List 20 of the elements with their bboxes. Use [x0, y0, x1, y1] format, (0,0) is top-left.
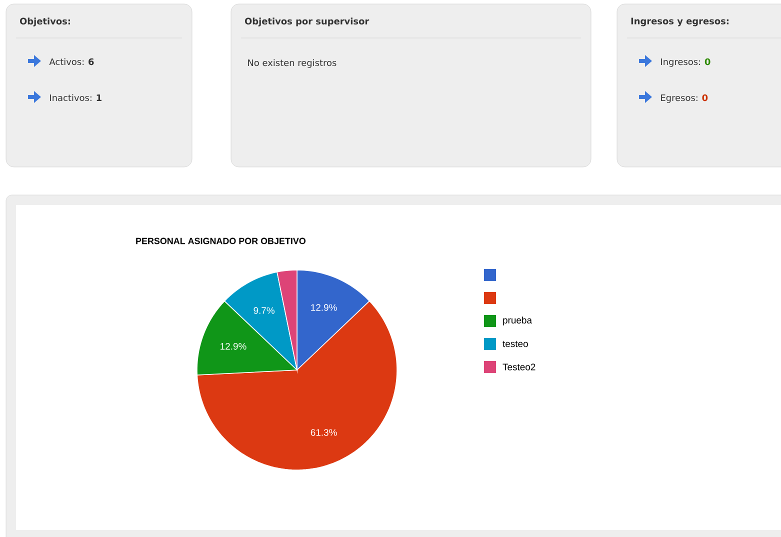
- text: Ingresos:: [661, 58, 700, 67]
- data-label: 61.3%: [310, 429, 337, 436]
- data-label: 12.9%: [311, 304, 337, 311]
- text: Ingresos y egresos:: [631, 18, 728, 26]
- legend-label: prueba: [503, 316, 532, 326]
- text: No existen registros: [248, 59, 336, 68]
- text: 6: [88, 58, 94, 66]
- text: Activos:: [49, 58, 84, 66]
- text: Egresos:: [661, 94, 698, 103]
- text: 0: [704, 58, 710, 66]
- legend-label: testeo: [502, 340, 528, 348]
- text: Objetivos:: [20, 18, 70, 26]
- text: Inactivos:: [50, 94, 92, 102]
- chart-title: PERSONAL ASIGNADO POR OBJETIVO: [136, 238, 306, 244]
- data-label: 12.9%: [220, 342, 246, 350]
- legend-label: Testeo2: [502, 364, 536, 370]
- text: 0: [702, 94, 708, 102]
- data-label: 9.7%: [254, 307, 275, 314]
- text: 1: [96, 94, 102, 101]
- text: Objetivos por supervisor: [244, 18, 370, 26]
